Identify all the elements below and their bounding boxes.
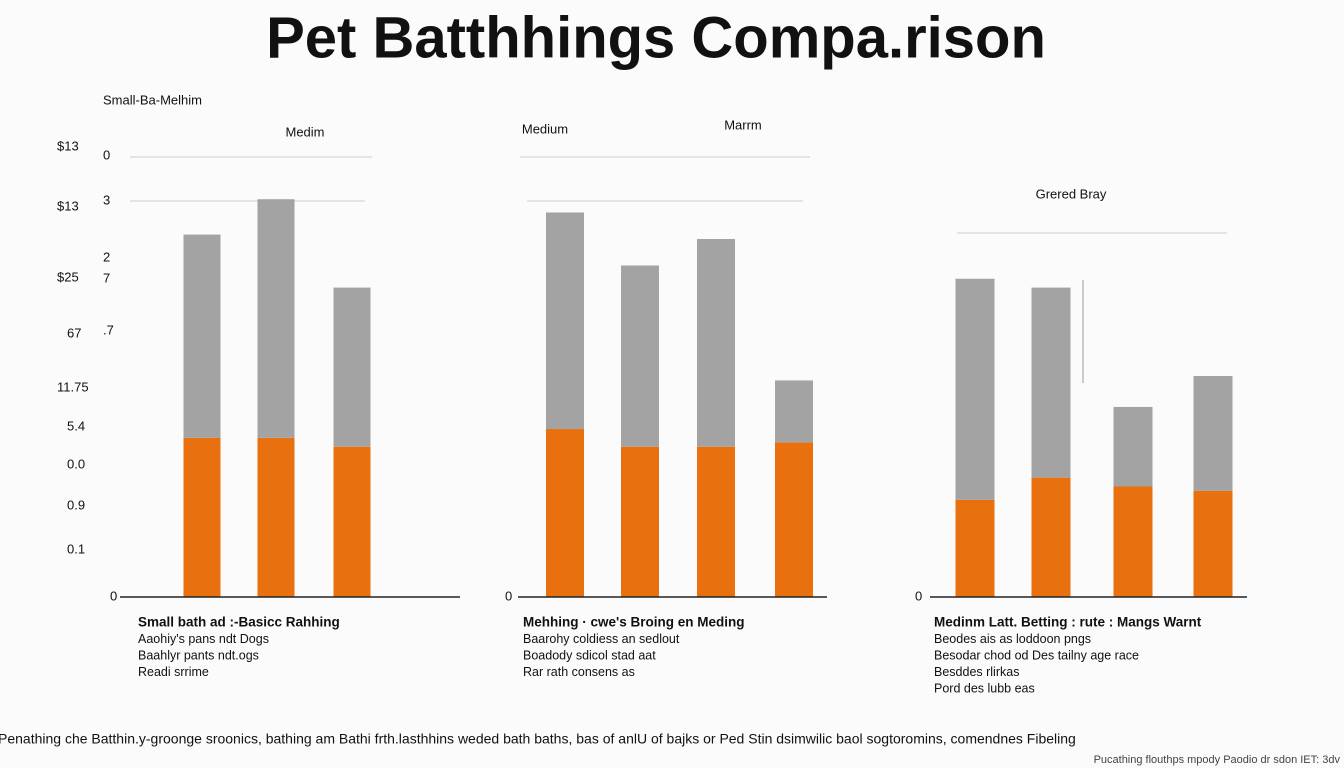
caption: Beodes ais as loddoon pngs: [934, 632, 1091, 646]
y-label: 5.4: [67, 418, 85, 433]
y-label: 0.1: [67, 541, 85, 556]
caption: Baahlyr pants ndt.ogs: [138, 648, 259, 662]
y-label: 0: [505, 588, 512, 603]
bar: [697, 446, 735, 597]
chart-title: Pet Batthhings Compa.rison: [266, 5, 1046, 70]
bar: [621, 446, 659, 597]
caption: Mehhing · cwe's Broing en Meding: [523, 615, 744, 630]
decor: [130, 156, 1227, 383]
bar: [621, 265, 659, 447]
bar: [257, 437, 295, 597]
y-label: 0.0: [67, 456, 85, 471]
bar: [183, 437, 221, 597]
caption: Besddes rlirkas: [934, 665, 1019, 679]
bar: [775, 380, 813, 443]
caption: Baarohy coldiess an sedlout: [523, 632, 680, 646]
y-label: .7: [103, 322, 114, 337]
caption: Small bath ad :-Basicc Rahhing: [138, 615, 340, 630]
footnote: Pucathing flouthps mpody Paodio dr sdon …: [1094, 754, 1341, 766]
y-label: 3: [103, 192, 110, 207]
y-label: $13: [57, 198, 79, 213]
bar: [1193, 490, 1233, 597]
bar: [955, 499, 995, 597]
y-label: 0: [110, 588, 117, 603]
bar: [1031, 477, 1071, 597]
y-label: $25: [57, 269, 79, 284]
bar: [1193, 376, 1233, 491]
y-label: 0: [103, 147, 110, 162]
y-label: 11.75: [57, 379, 89, 394]
caption: Aaohiy's pans ndt Dogs: [138, 632, 269, 646]
bar: [257, 199, 295, 438]
y-label: 7: [103, 270, 110, 285]
caption: Pord des lubb eas: [934, 681, 1035, 695]
bar: [333, 287, 371, 447]
bar: [183, 234, 221, 438]
y-label: $13: [57, 138, 79, 153]
bar: [1113, 486, 1153, 597]
panel-header: Marrm: [724, 117, 762, 132]
bar: [1113, 406, 1153, 487]
caption: Medinm Latt. Betting : rute : Mangs Warn…: [934, 615, 1202, 630]
bar: [775, 442, 813, 597]
caption: Readi srrime: [138, 665, 209, 679]
bar: [333, 446, 371, 597]
y-label: 0.9: [67, 497, 85, 512]
y-label: 2: [103, 249, 110, 264]
footer: Penathing che Batthin.y-groonge sroonics…: [0, 731, 1076, 747]
panel-header: Grered Bray: [1036, 186, 1107, 201]
y-label: 0: [915, 588, 922, 603]
bar: [955, 278, 995, 500]
y-label: 67: [67, 325, 81, 340]
caption: Rar rath consens as: [523, 665, 635, 679]
panel-header: Medium: [522, 121, 568, 136]
bar: [697, 238, 735, 447]
panel-header: Medim: [285, 124, 324, 139]
bar: [546, 212, 584, 430]
caption: Besodar chod od Des tailny age race: [934, 648, 1139, 662]
bar: [546, 429, 584, 597]
bar: [1031, 287, 1071, 478]
subtitle: Small-Ba-Melhim: [103, 92, 202, 107]
caption: Boadody sdicol stad aat: [523, 648, 656, 662]
